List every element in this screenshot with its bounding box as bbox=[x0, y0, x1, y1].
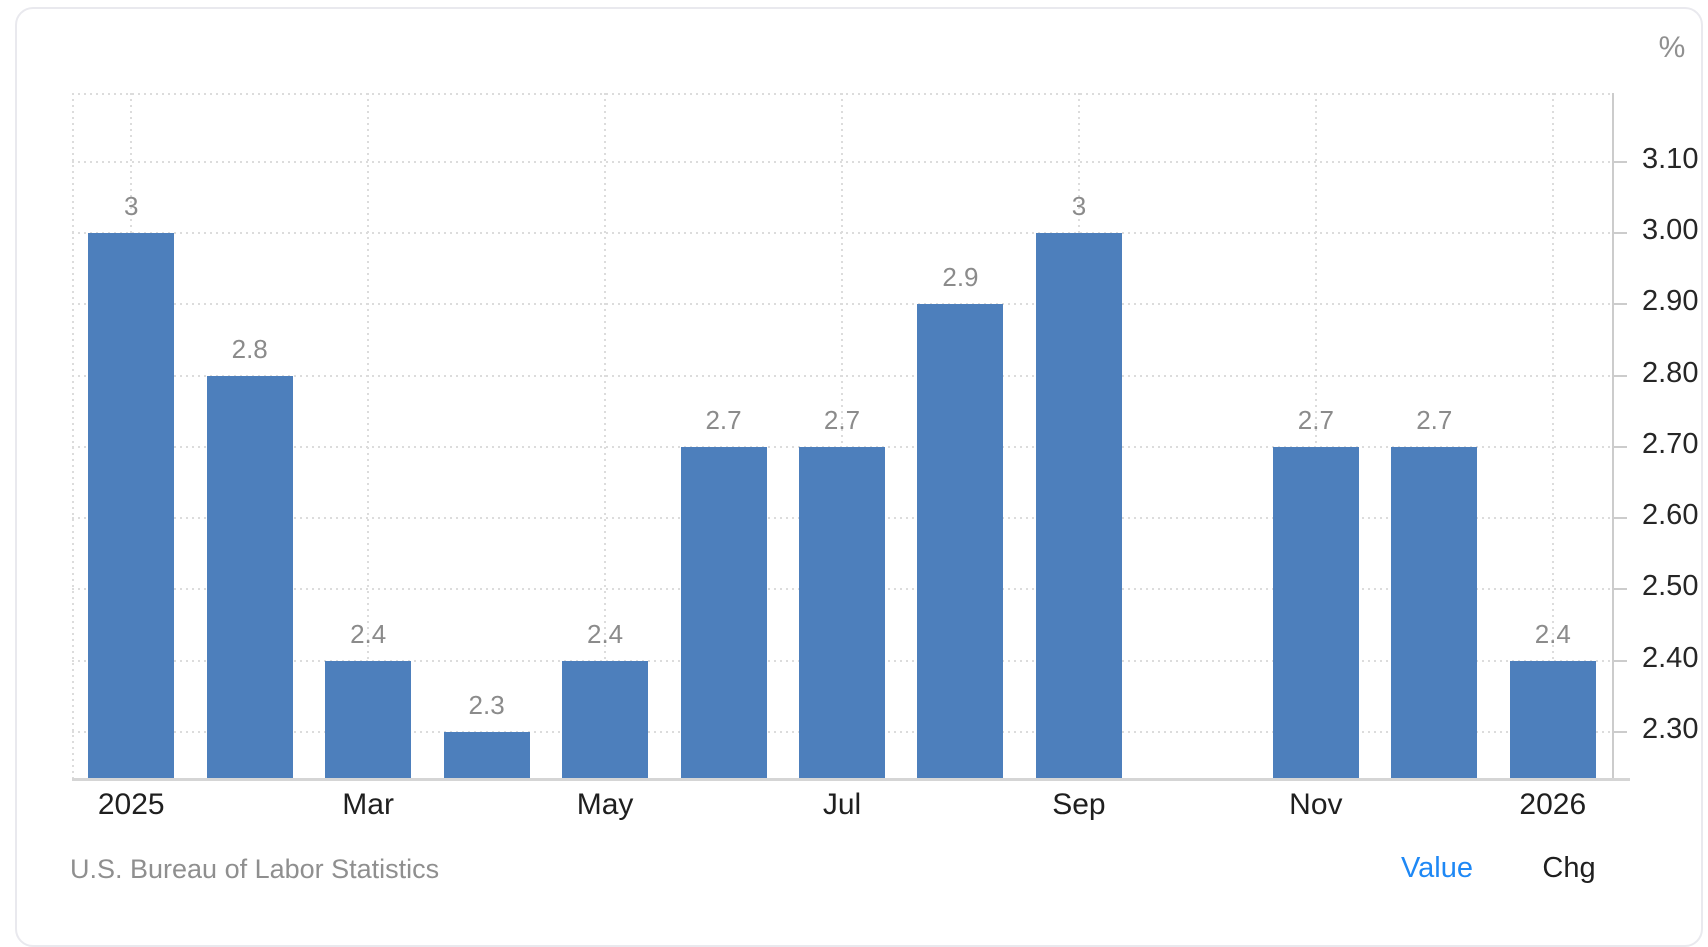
bar-value-label: 2.4 bbox=[586, 618, 624, 649]
bar[interactable] bbox=[325, 660, 412, 778]
y-axis-line bbox=[1612, 93, 1614, 780]
bar-value-label: 2.7 bbox=[823, 404, 861, 435]
axis-tick bbox=[1612, 374, 1627, 377]
axis-tick bbox=[1612, 588, 1627, 591]
bar-value-label: 2.4 bbox=[350, 618, 387, 649]
y-axis-label: 3.10 bbox=[1642, 143, 1699, 176]
bar[interactable] bbox=[917, 304, 1004, 778]
source-link[interactable]: U.S. Bureau of Labor Statistics bbox=[70, 854, 440, 884]
x-axis-line bbox=[72, 778, 1630, 781]
y-axis-label: 2.50 bbox=[1642, 570, 1699, 603]
x-axis-label: Mar bbox=[342, 788, 394, 821]
gridline bbox=[1551, 93, 1554, 778]
gridline bbox=[604, 93, 607, 778]
x-axis-label: Sep bbox=[1052, 788, 1106, 821]
y-axis-label: 2.70 bbox=[1642, 427, 1699, 460]
plot-area: 3.10 3.00 2.90 2.80 2.70 2.60 2.50 2.40 2.30 2025… bbox=[72, 93, 1698, 821]
bar[interactable] bbox=[680, 446, 767, 778]
x-axis-label: 2026 bbox=[1519, 788, 1587, 821]
y-axis-label: 2.90 bbox=[1642, 285, 1699, 318]
bar[interactable] bbox=[1509, 660, 1596, 778]
y-axis-label: 2.30 bbox=[1642, 712, 1699, 745]
bar-value-label: 2.7 bbox=[1416, 404, 1453, 435]
bar-value-label: 3 bbox=[1071, 191, 1087, 222]
axis-tick bbox=[1612, 445, 1627, 448]
bar-value-label: 2.8 bbox=[231, 333, 268, 364]
unit-label: % bbox=[1658, 31, 1686, 64]
bar[interactable] bbox=[1391, 446, 1478, 778]
gridline bbox=[72, 93, 74, 778]
y-axis-label: 2.40 bbox=[1642, 641, 1699, 674]
value-toggle[interactable]: Value bbox=[1400, 852, 1474, 884]
axis-tick bbox=[1612, 730, 1627, 733]
bar[interactable] bbox=[1272, 446, 1359, 778]
bar-value-label: 3 bbox=[124, 191, 139, 222]
axis-tick bbox=[1612, 303, 1627, 306]
x-axis-label: 2025 bbox=[97, 788, 165, 821]
axis-tick bbox=[1612, 517, 1627, 520]
x-axis-label: Jul bbox=[822, 788, 862, 821]
chg-toggle[interactable]: Chg bbox=[1542, 852, 1596, 884]
y-axis-label: 2.80 bbox=[1642, 356, 1699, 389]
bar-value-label: 2.4 bbox=[1534, 618, 1571, 649]
bar-value-label: 2.9 bbox=[942, 262, 979, 293]
bar[interactable] bbox=[206, 375, 293, 778]
bar[interactable] bbox=[562, 660, 649, 778]
bar[interactable] bbox=[1035, 233, 1122, 778]
bar-value-label: 2.7 bbox=[1297, 404, 1334, 435]
axis-tick bbox=[1612, 161, 1627, 164]
bar[interactable] bbox=[88, 233, 175, 778]
axis-tick bbox=[1612, 232, 1627, 235]
y-axis-label: 3.00 bbox=[1642, 214, 1699, 247]
gridline bbox=[841, 93, 843, 778]
bar[interactable] bbox=[443, 731, 530, 778]
axis-tick bbox=[1612, 659, 1627, 662]
bar-value-label: 2.7 bbox=[705, 404, 742, 435]
bar[interactable] bbox=[799, 446, 885, 778]
x-axis-label: May bbox=[576, 788, 634, 821]
bar-value-label: 2.3 bbox=[468, 689, 505, 720]
chart-card: % 3.10 3.00 2.90 2.80 2.70 2.60 2.50 2.40 2.30 20… bbox=[15, 7, 1703, 947]
gridline bbox=[1314, 93, 1317, 778]
y-axis-label: 2.60 bbox=[1642, 499, 1699, 532]
gridline bbox=[367, 93, 370, 778]
x-axis-label: Nov bbox=[1289, 788, 1343, 821]
